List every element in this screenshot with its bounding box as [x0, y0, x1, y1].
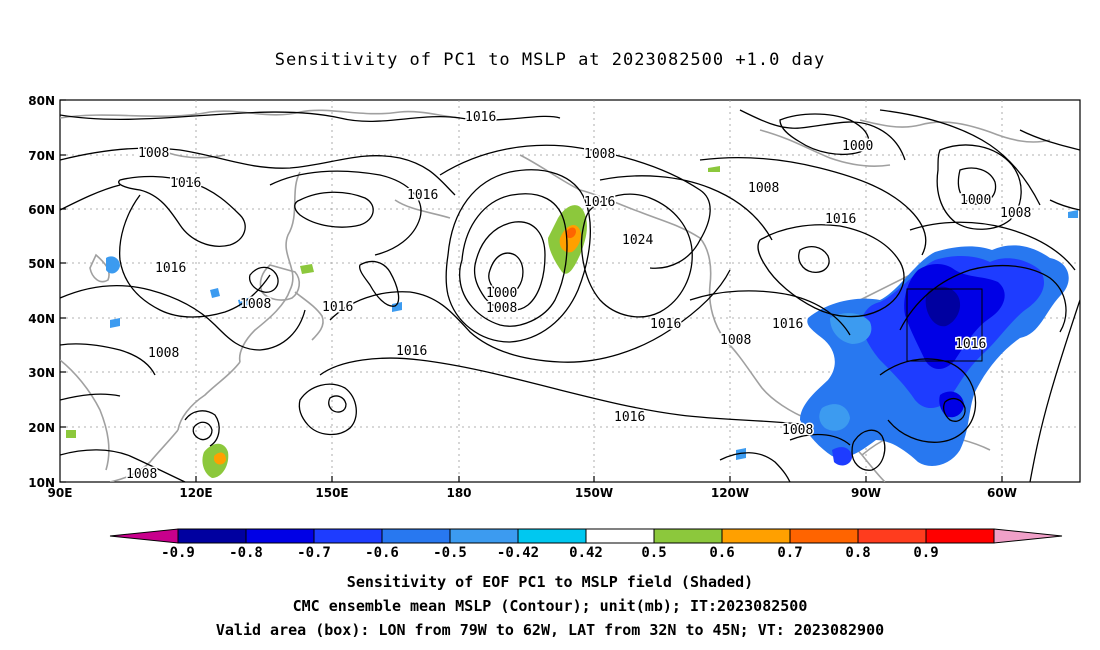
lon-label: 120E [179, 486, 212, 500]
colorbar-label: -0.5 [433, 545, 467, 561]
colorbar-swatch [721, 528, 791, 544]
colorbar-label: -0.8 [229, 545, 263, 561]
lat-label: 40N [28, 312, 55, 326]
contour-label: 1008 [748, 181, 779, 196]
lon-label: 120W [711, 486, 749, 500]
lon-label: 90W [851, 486, 881, 500]
lon-label: 150E [315, 486, 348, 500]
contour-label: 1024 [622, 233, 653, 248]
caption-line-2: CMC ensemble mean MSLP (Contour); unit(m… [292, 597, 808, 615]
lon-label: 60W [987, 486, 1017, 500]
colorbar-label: 0.9 [913, 545, 938, 561]
colorbar-right-arrow [993, 528, 1063, 544]
contour-label: 1016 [825, 212, 856, 227]
colorbar-swatch [789, 528, 859, 544]
map-title: Sensitivity of PC1 to MSLP at 2023082500… [274, 50, 826, 70]
contour-label: 1000 [842, 139, 873, 154]
lon-label: 90E [48, 486, 73, 500]
contour-label: 1008 [138, 146, 169, 161]
colorbar-left-arrow [109, 528, 179, 544]
contour-label: 1008 [240, 297, 271, 312]
contour-label: 1008 [486, 301, 517, 316]
colorbar-swatch [585, 528, 655, 544]
colorbar-swatch [313, 528, 383, 544]
colorbar-swatch [857, 528, 927, 544]
colorbar-label: 0.42 [569, 545, 603, 561]
contour-label: 1016 [322, 300, 353, 315]
mslp-contours [60, 109, 1080, 482]
colorbar-swatch [449, 528, 519, 544]
lat-label: 70N [28, 149, 55, 163]
colorbar-swatch [517, 528, 587, 544]
contour-label: 1016 [407, 188, 438, 203]
contour-label: 1016 [170, 176, 201, 191]
contour-labels: 1016 1008 1016 1016 1008 1016 1008 1016 … [125, 109, 1033, 483]
contour-label: 1016 [465, 110, 496, 125]
colorbar-swatch [177, 528, 247, 544]
colorbar-label: -0.9 [161, 545, 195, 561]
contour-label: 1016 [396, 344, 427, 359]
lat-label: 60N [28, 203, 55, 217]
colorbar-label: -0.42 [497, 545, 539, 561]
colorbar-label: 0.6 [709, 545, 734, 561]
lat-label: 80N [28, 94, 55, 108]
colorbar: -0.9 -0.8 -0.7 -0.6 -0.5 -0.42 0.42 0.5 0.6 0.7 0.… [109, 528, 1063, 561]
contour-label: 1016 [650, 317, 681, 332]
contour-label: 1008 [1000, 206, 1031, 221]
colorbar-swatch [245, 528, 315, 544]
lat-label: 30N [28, 366, 55, 380]
contour-label: 1016 [584, 195, 615, 210]
contour-label: 1016 [155, 261, 186, 276]
valid-area-box [906, 288, 983, 362]
contour-label: 1016 [614, 410, 645, 425]
contour-label: 1008 [720, 333, 751, 348]
colorbar-label: -0.6 [365, 545, 399, 561]
contour-label: 1008 [782, 423, 813, 438]
colorbar-label: 0.7 [777, 545, 802, 561]
colorbar-label: 0.8 [845, 545, 870, 561]
contour-label: 1000 [486, 286, 517, 301]
contour-label: 1008 [584, 147, 615, 162]
contour-label: 1016 [955, 337, 986, 352]
lat-label: 20N [28, 421, 55, 435]
colorbar-swatch [653, 528, 723, 544]
colorbar-label: -0.7 [297, 545, 331, 561]
contour-label: 1016 [772, 317, 803, 332]
longitude-labels: 90E 120E 150E 180 150W 120W 90W 60W [48, 486, 1017, 500]
colorbar-swatch [925, 528, 995, 544]
contour-label: 1008 [126, 467, 157, 482]
colorbar-label: 0.5 [641, 545, 666, 561]
lat-label: 50N [28, 257, 55, 271]
contour-label: 1008 [148, 346, 179, 361]
colorbar-swatch [381, 528, 451, 544]
caption-line-3: Valid area (box): LON from 79W to 62W, L… [215, 621, 885, 639]
lon-label: 150W [575, 486, 613, 500]
lat-label: 10N [28, 476, 55, 490]
contour-label: 1000 [960, 193, 991, 208]
axis-ticks [60, 99, 1003, 483]
caption-line-1: Sensitivity of EOF PC1 to MSLP field (Sh… [346, 573, 754, 591]
lon-label: 180 [446, 486, 471, 500]
latitude-labels: 80N 70N 60N 50N 40N 30N 20N 10N [28, 94, 55, 490]
